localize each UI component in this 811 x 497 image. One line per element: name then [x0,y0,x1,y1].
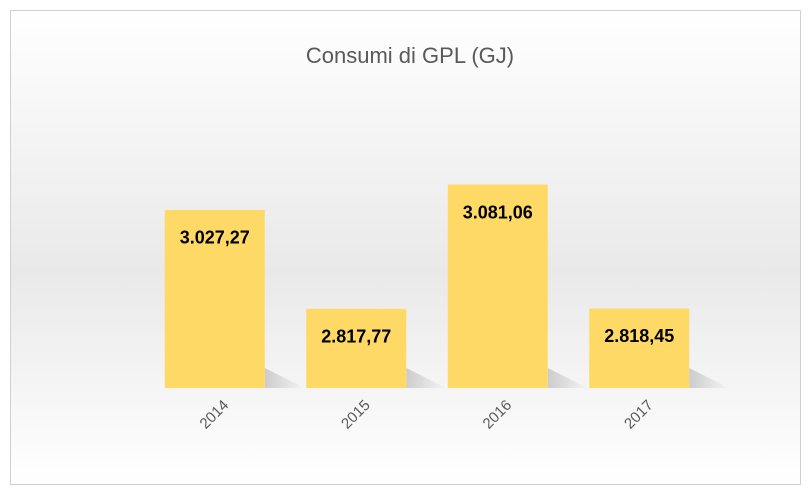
chart-title: Consumi di GPL (GJ) [306,43,514,68]
bar [164,209,265,388]
data-label: 3.081,06 [463,202,533,222]
bar-shadow [689,368,730,388]
bar-shadow [264,368,305,388]
data-label: 2.817,77 [321,327,391,347]
bar [447,184,548,388]
bar [589,308,690,388]
bar [306,308,407,388]
bar-shadow [547,368,588,388]
bar-shadow [406,368,447,388]
chart-frame [10,10,801,485]
data-label: 2.818,45 [604,326,674,346]
data-label: 3.027,27 [180,228,250,248]
